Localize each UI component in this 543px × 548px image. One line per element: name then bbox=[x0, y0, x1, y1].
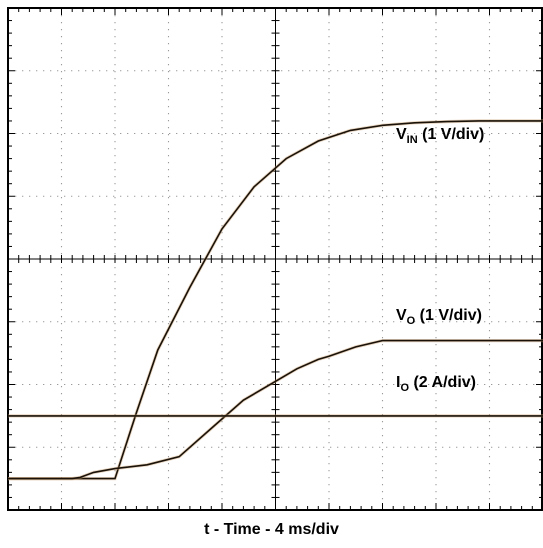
vo-trace bbox=[8, 339, 543, 480]
vo-trace-label: VO (1 V/div) bbox=[396, 307, 482, 327]
x-axis-label: t - Time - 4 ms/div bbox=[204, 521, 339, 538]
vin-trace-label: VIN (1 V/div) bbox=[396, 126, 484, 146]
scope-traces bbox=[8, 119, 543, 481]
vin-trace bbox=[8, 120, 543, 480]
io-trace-label: IO (2 A/div) bbox=[396, 374, 476, 394]
scope-frame bbox=[7, 7, 543, 511]
scope-grid bbox=[7, 7, 543, 511]
trace-labels: VIN (1 V/div) VO (1 V/div) IO (2 A/div) bbox=[396, 126, 484, 394]
